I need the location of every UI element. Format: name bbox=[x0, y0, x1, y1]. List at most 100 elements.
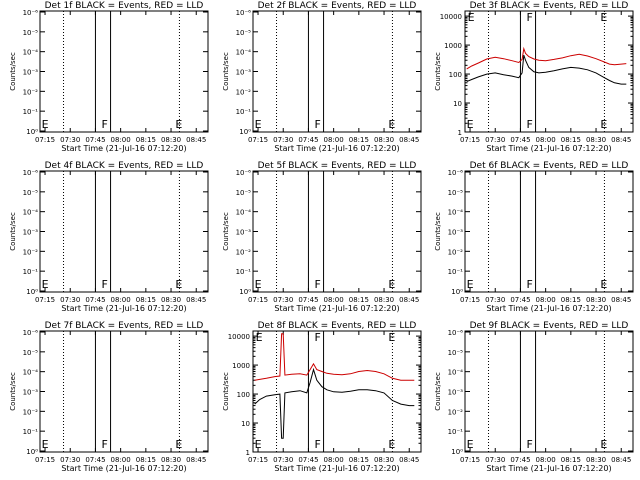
marker-label-e: E bbox=[42, 118, 49, 131]
y-tick-label: 10⁰ bbox=[26, 448, 38, 456]
x-tick-label: 08:15 bbox=[349, 456, 369, 464]
panel-title: Det 4f BLACK = Events, RED = LLD bbox=[45, 161, 204, 171]
x-tick-label: 08:00 bbox=[536, 296, 556, 304]
panel-title: Det 1f BLACK = Events, RED = LLD bbox=[45, 1, 204, 11]
x-tick-label: 07:15 bbox=[248, 296, 268, 304]
y-tick-label: 10⁻⁴ bbox=[448, 369, 464, 377]
marker-label-f: F bbox=[101, 118, 107, 131]
x-tick-label: 08:30 bbox=[586, 296, 606, 304]
x-axis-label: Start Time (21-Jul-16 07:12:20) bbox=[486, 464, 611, 473]
x-axis-label: Start Time (21-Jul-16 07:12:20) bbox=[61, 464, 186, 473]
x-axis-label: Start Time (21-Jul-16 07:12:20) bbox=[274, 144, 399, 153]
y-tick-label: 1000 bbox=[232, 362, 250, 370]
marker-label-e: E bbox=[255, 118, 262, 131]
x-tick-label: 08:30 bbox=[586, 136, 606, 144]
x-tick-label: 07:30 bbox=[485, 296, 505, 304]
y-tick-label: 10⁻⁵ bbox=[448, 349, 464, 357]
x-axis-label: Start Time (21-Jul-16 07:12:20) bbox=[61, 144, 186, 153]
y-tick-label: 10⁻³ bbox=[23, 229, 39, 237]
series-line-lld bbox=[254, 333, 415, 381]
x-tick-label: 08:15 bbox=[561, 136, 581, 144]
y-tick-label: 10⁻⁶ bbox=[23, 169, 39, 177]
y-tick-label: 10000 bbox=[440, 13, 462, 21]
panel-det-6f: Det 6f BLACK = Events, RED = LLD Counts/s… bbox=[434, 161, 634, 313]
x-axis-label: Start Time (21-Jul-16 07:12:20) bbox=[61, 304, 186, 313]
x-tick-label: 08:45 bbox=[186, 296, 206, 304]
x-tick-label: 07:30 bbox=[60, 296, 80, 304]
y-tick-label: 10⁻¹ bbox=[236, 108, 252, 116]
x-tick-label: 08:45 bbox=[611, 296, 631, 304]
marker-label-f: F bbox=[101, 438, 107, 451]
y-tick-label: 10⁻¹ bbox=[236, 268, 252, 276]
series-line-events bbox=[254, 367, 415, 439]
x-tick-label: 07:45 bbox=[85, 456, 105, 464]
x-tick-label: 08:30 bbox=[374, 136, 394, 144]
y-tick-label: 10⁻⁶ bbox=[236, 169, 252, 177]
y-tick-label: 10⁻¹ bbox=[448, 268, 464, 276]
plot-frame bbox=[39, 10, 209, 133]
plot-frame bbox=[464, 330, 634, 453]
x-tick-label: 08:30 bbox=[161, 456, 181, 464]
marker-label-e: E bbox=[42, 278, 49, 291]
x-tick-label: 07:15 bbox=[248, 456, 268, 464]
x-tick-label: 08:15 bbox=[136, 136, 156, 144]
x-tick-label: 08:30 bbox=[161, 296, 181, 304]
plot-frame bbox=[39, 330, 209, 453]
x-tick-label: 08:45 bbox=[186, 136, 206, 144]
x-tick-label: 07:45 bbox=[510, 296, 530, 304]
x-tick-label: 07:15 bbox=[460, 296, 480, 304]
panel-det-9f: Det 9f BLACK = Events, RED = LLD Counts/s… bbox=[434, 321, 634, 473]
y-tick-label: 10⁻³ bbox=[236, 69, 252, 77]
x-tick-label: 07:30 bbox=[60, 136, 80, 144]
marker-label-e: E bbox=[600, 438, 607, 451]
y-axis-label: Counts/sec bbox=[434, 52, 442, 91]
series-line-events bbox=[466, 54, 627, 85]
x-tick-label: 08:00 bbox=[111, 136, 131, 144]
x-tick-label: 07:15 bbox=[35, 136, 55, 144]
y-tick-label: 10⁻³ bbox=[23, 389, 39, 397]
y-tick-label: 10⁻⁵ bbox=[23, 349, 39, 357]
y-tick-label: 10 bbox=[453, 100, 462, 108]
x-tick-label: 08:15 bbox=[349, 296, 369, 304]
y-tick-label: 10⁻⁶ bbox=[236, 9, 252, 17]
x-tick-label: 08:00 bbox=[324, 136, 344, 144]
x-tick-label: 07:30 bbox=[273, 296, 293, 304]
y-axis-label: Counts/sec bbox=[9, 212, 17, 251]
x-tick-label: 08:30 bbox=[586, 456, 606, 464]
marker-label-e: E bbox=[255, 438, 262, 451]
marker-label-top-e: E bbox=[256, 331, 263, 344]
x-tick-label: 07:45 bbox=[85, 136, 105, 144]
y-tick-label: 10⁻² bbox=[448, 248, 464, 256]
x-tick-label: 08:00 bbox=[324, 456, 344, 464]
y-tick-label: 10⁻⁵ bbox=[23, 189, 39, 197]
marker-label-top-f: F bbox=[314, 331, 320, 344]
plot-frame bbox=[464, 170, 634, 293]
y-tick-label: 10000 bbox=[228, 333, 250, 341]
y-tick-label: 10⁰ bbox=[26, 288, 38, 296]
y-tick-label: 10⁻⁶ bbox=[23, 329, 39, 337]
marker-label-e: E bbox=[255, 278, 262, 291]
x-tick-label: 07:30 bbox=[273, 136, 293, 144]
panel-det-1f: Det 1f BLACK = Events, RED = LLD Counts/s… bbox=[9, 1, 209, 153]
marker-label-f: F bbox=[526, 118, 532, 131]
x-tick-label: 07:45 bbox=[298, 136, 318, 144]
x-tick-label: 08:15 bbox=[349, 136, 369, 144]
y-tick-label: 10⁻³ bbox=[448, 389, 464, 397]
y-tick-label: 10⁻⁶ bbox=[23, 9, 39, 17]
panel-det-4f: Det 4f BLACK = Events, RED = LLD Counts/s… bbox=[9, 161, 209, 313]
x-tick-label: 08:30 bbox=[374, 456, 394, 464]
y-tick-label: 10⁻⁶ bbox=[448, 169, 464, 177]
panel-title: Det 9f BLACK = Events, RED = LLD bbox=[470, 321, 629, 331]
x-tick-label: 07:45 bbox=[298, 456, 318, 464]
marker-label-e: E bbox=[467, 118, 474, 131]
y-tick-label: 10⁻⁶ bbox=[448, 329, 464, 337]
y-tick-label: 10⁻⁵ bbox=[448, 189, 464, 197]
x-tick-label: 08:45 bbox=[399, 296, 419, 304]
panel-title: Det 3f BLACK = Events, RED = LLD bbox=[470, 1, 629, 11]
x-tick-label: 08:45 bbox=[611, 136, 631, 144]
panel-title: Det 5f BLACK = Events, RED = LLD bbox=[258, 161, 417, 171]
y-tick-label: 10 bbox=[241, 420, 250, 428]
marker-label-e: E bbox=[600, 118, 607, 131]
y-tick-label: 100 bbox=[237, 391, 250, 399]
y-tick-label: 10⁻¹ bbox=[23, 268, 39, 276]
